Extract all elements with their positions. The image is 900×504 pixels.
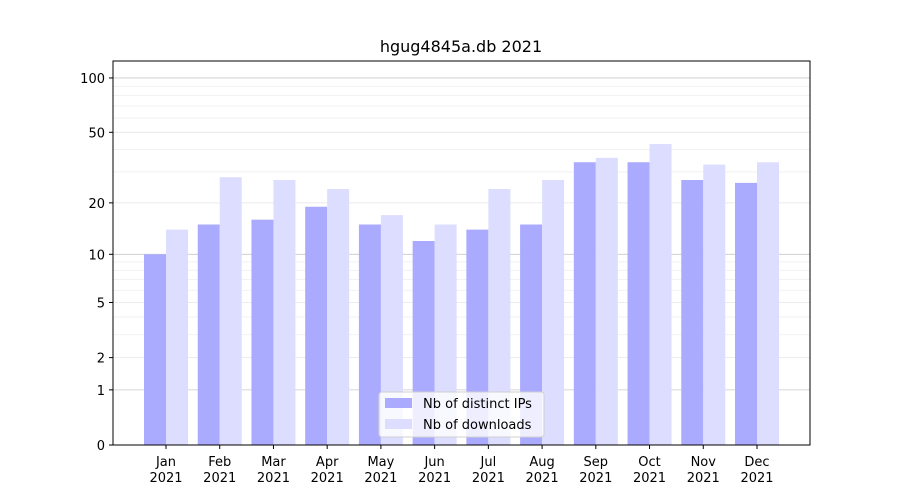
bar-distinct-ips [251,219,274,445]
bar-distinct-ips [681,179,704,445]
bar-distinct-ips [144,254,166,445]
x-tick-label: Jan 2021 [149,455,182,486]
y-tick-label: 50 [88,126,105,141]
y-tick-label: 100 [80,72,105,87]
bar-distinct-ips [197,224,220,445]
bar-downloads [166,229,188,445]
chart-title: hgug4845a.db 2021 [380,37,542,56]
bar-downloads [595,157,618,445]
y-tick-label: 5 [97,296,105,311]
plot-frame [112,60,811,446]
y-tick-label: 10 [88,248,105,263]
y-tick-label: 0 [97,439,105,454]
bar-distinct-ips [627,162,650,446]
x-tick-label: Apr 2021 [311,455,344,486]
bar-distinct-ips [573,162,596,446]
bar-distinct-ips [735,182,757,446]
y-tick-label: 2 [97,352,105,367]
bar-distinct-ips [520,224,543,445]
bar-distinct-ips [466,229,489,445]
bar-downloads [273,179,296,445]
x-tick-label: May 2021 [364,455,397,486]
bar-downloads [327,189,350,445]
x-tick-label: Sep 2021 [579,455,612,486]
legend-label: Nb of downloads [423,418,532,433]
x-tick-label: Oct 2021 [633,455,666,486]
x-tick-label: Jun 2021 [418,455,451,486]
y-tick-label: 1 [97,384,105,399]
legend-swatch [385,398,412,408]
x-tick-label: Nov 2021 [687,455,720,486]
bar-downloads [649,144,672,445]
x-tick-label: Jul 2021 [472,455,505,486]
x-tick-label: Aug 2021 [526,455,559,486]
bar-distinct-ips [305,206,328,445]
legend-box [378,391,545,438]
bar-downloads [757,162,779,446]
bar-downloads [488,189,511,445]
legend: Nb of distinct IPs Nb of downloads [378,391,545,438]
bar-downloads [380,215,403,445]
bar-downloads [542,179,565,445]
bar-downloads [219,177,242,445]
x-tick-label: Feb 2021 [203,455,236,486]
x-tick-label: Mar 2021 [257,455,290,486]
bar-downloads [434,224,457,445]
x-tick-label: Dec 2021 [740,455,773,486]
legend-label: Nb of distinct IPs [423,397,532,412]
y-tick-label: 20 [88,197,105,212]
legend-swatch [385,419,412,429]
bar-distinct-ips [358,224,381,445]
bar-downloads [703,164,726,445]
